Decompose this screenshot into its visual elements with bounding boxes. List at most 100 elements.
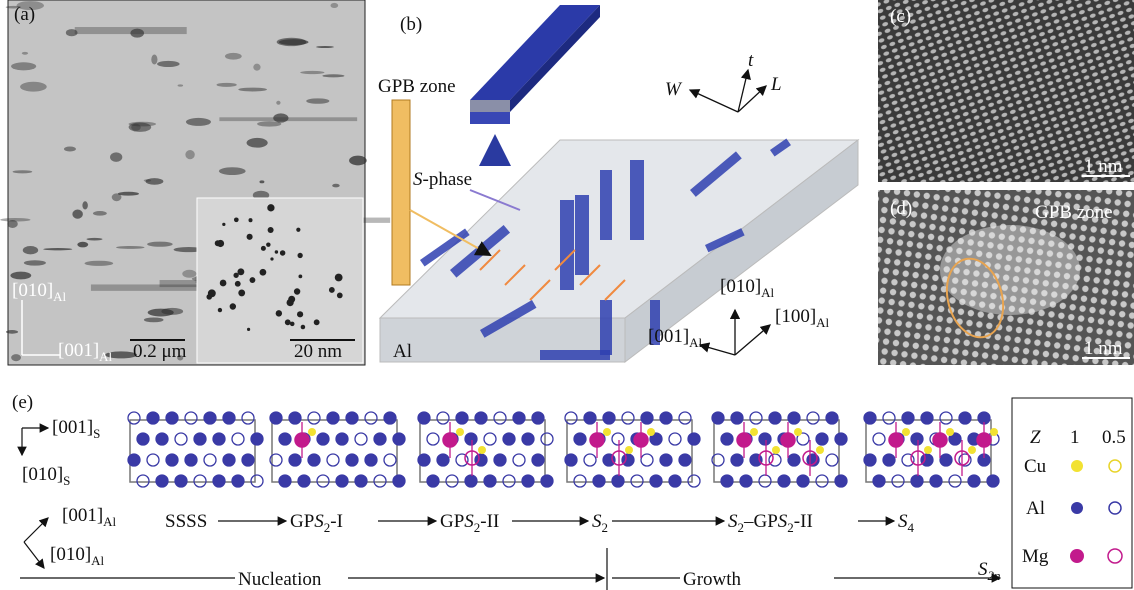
particle (261, 246, 266, 251)
particle (208, 289, 216, 297)
atom (446, 475, 458, 487)
atom (503, 475, 515, 487)
atom (213, 433, 225, 445)
label: [010]Al (720, 276, 775, 300)
precipitate (64, 147, 76, 152)
precipitate (217, 83, 237, 87)
precipitate (11, 354, 21, 361)
particle (287, 299, 294, 306)
atom (418, 412, 430, 424)
precipitate (147, 242, 173, 247)
atom (873, 433, 885, 445)
label: GPB zone (1035, 202, 1113, 223)
label-part: S (728, 511, 738, 532)
particle (290, 322, 295, 327)
particle (215, 240, 221, 246)
atom-mg (933, 433, 947, 447)
dislocation-band (75, 27, 187, 34)
atom (541, 475, 553, 487)
particle (285, 319, 291, 325)
precipitate (332, 184, 339, 188)
atom (864, 412, 876, 424)
atom (494, 454, 506, 466)
atom (532, 454, 544, 466)
particle (280, 250, 285, 255)
atom (688, 433, 700, 445)
atom (522, 433, 534, 445)
particle (337, 293, 343, 299)
atom-mg (590, 433, 604, 447)
particle (270, 257, 273, 260)
atom (384, 454, 396, 466)
label-part: –GP (743, 511, 778, 532)
label-part: 2n (988, 568, 1001, 583)
atom (279, 475, 291, 487)
atom (584, 412, 596, 424)
legend-header: 1 (1070, 427, 1080, 448)
atom-cu (625, 446, 633, 454)
label: Nucleation (238, 569, 322, 590)
label-part: [001] (62, 505, 103, 526)
precipitate (43, 248, 72, 250)
particle (235, 281, 241, 287)
atom (892, 475, 904, 487)
atom (565, 454, 577, 466)
atom (251, 475, 263, 487)
atom (788, 454, 800, 466)
atom (769, 454, 781, 466)
atom (365, 454, 377, 466)
atom (911, 433, 923, 445)
atom-mg (634, 433, 648, 447)
atom (679, 412, 691, 424)
legend-label: Mg (1022, 546, 1049, 567)
atom (603, 454, 615, 466)
atom-cu (816, 446, 824, 454)
atom (308, 454, 320, 466)
atom (769, 412, 781, 424)
panel-label: (d) (890, 198, 912, 219)
label: t (748, 50, 754, 71)
atom (128, 454, 140, 466)
atom (807, 412, 819, 424)
particle (220, 280, 227, 287)
atom (242, 412, 254, 424)
precipitate (82, 201, 87, 209)
atom (374, 475, 386, 487)
atom (584, 454, 596, 466)
particle (276, 310, 282, 316)
atom (522, 475, 534, 487)
legend-symbols (1070, 460, 1122, 563)
figure: (a) 0.2 μm 20 nm (b) GPB zone W t L Al (… (0, 0, 1134, 590)
label-part: S (413, 169, 423, 190)
precipitate (306, 98, 329, 103)
atom (475, 412, 487, 424)
atom (864, 454, 876, 466)
atom (759, 475, 771, 487)
atom-mg (889, 433, 903, 447)
label-part: SSSS (165, 511, 207, 532)
atom (317, 475, 329, 487)
atom (147, 454, 159, 466)
label-part: 2 (602, 520, 609, 535)
scale-label: 20 nm (294, 341, 342, 362)
precipitate (316, 46, 334, 48)
atom-mg (977, 433, 991, 447)
atom (721, 433, 733, 445)
particle (230, 303, 236, 309)
atom (750, 454, 762, 466)
precipitate (85, 261, 114, 266)
particle (234, 217, 239, 222)
label-part: -phase (423, 169, 473, 190)
label-part: [010] (50, 544, 91, 565)
particle (238, 289, 245, 296)
particle (297, 253, 302, 258)
particle (275, 250, 278, 253)
atom (465, 433, 477, 445)
label-part: S (592, 511, 602, 532)
label-part: Al (816, 315, 829, 330)
label-part: S (314, 511, 324, 532)
precipitate (93, 211, 107, 216)
atom (437, 412, 449, 424)
atom (374, 433, 386, 445)
unit-cell (272, 420, 397, 482)
